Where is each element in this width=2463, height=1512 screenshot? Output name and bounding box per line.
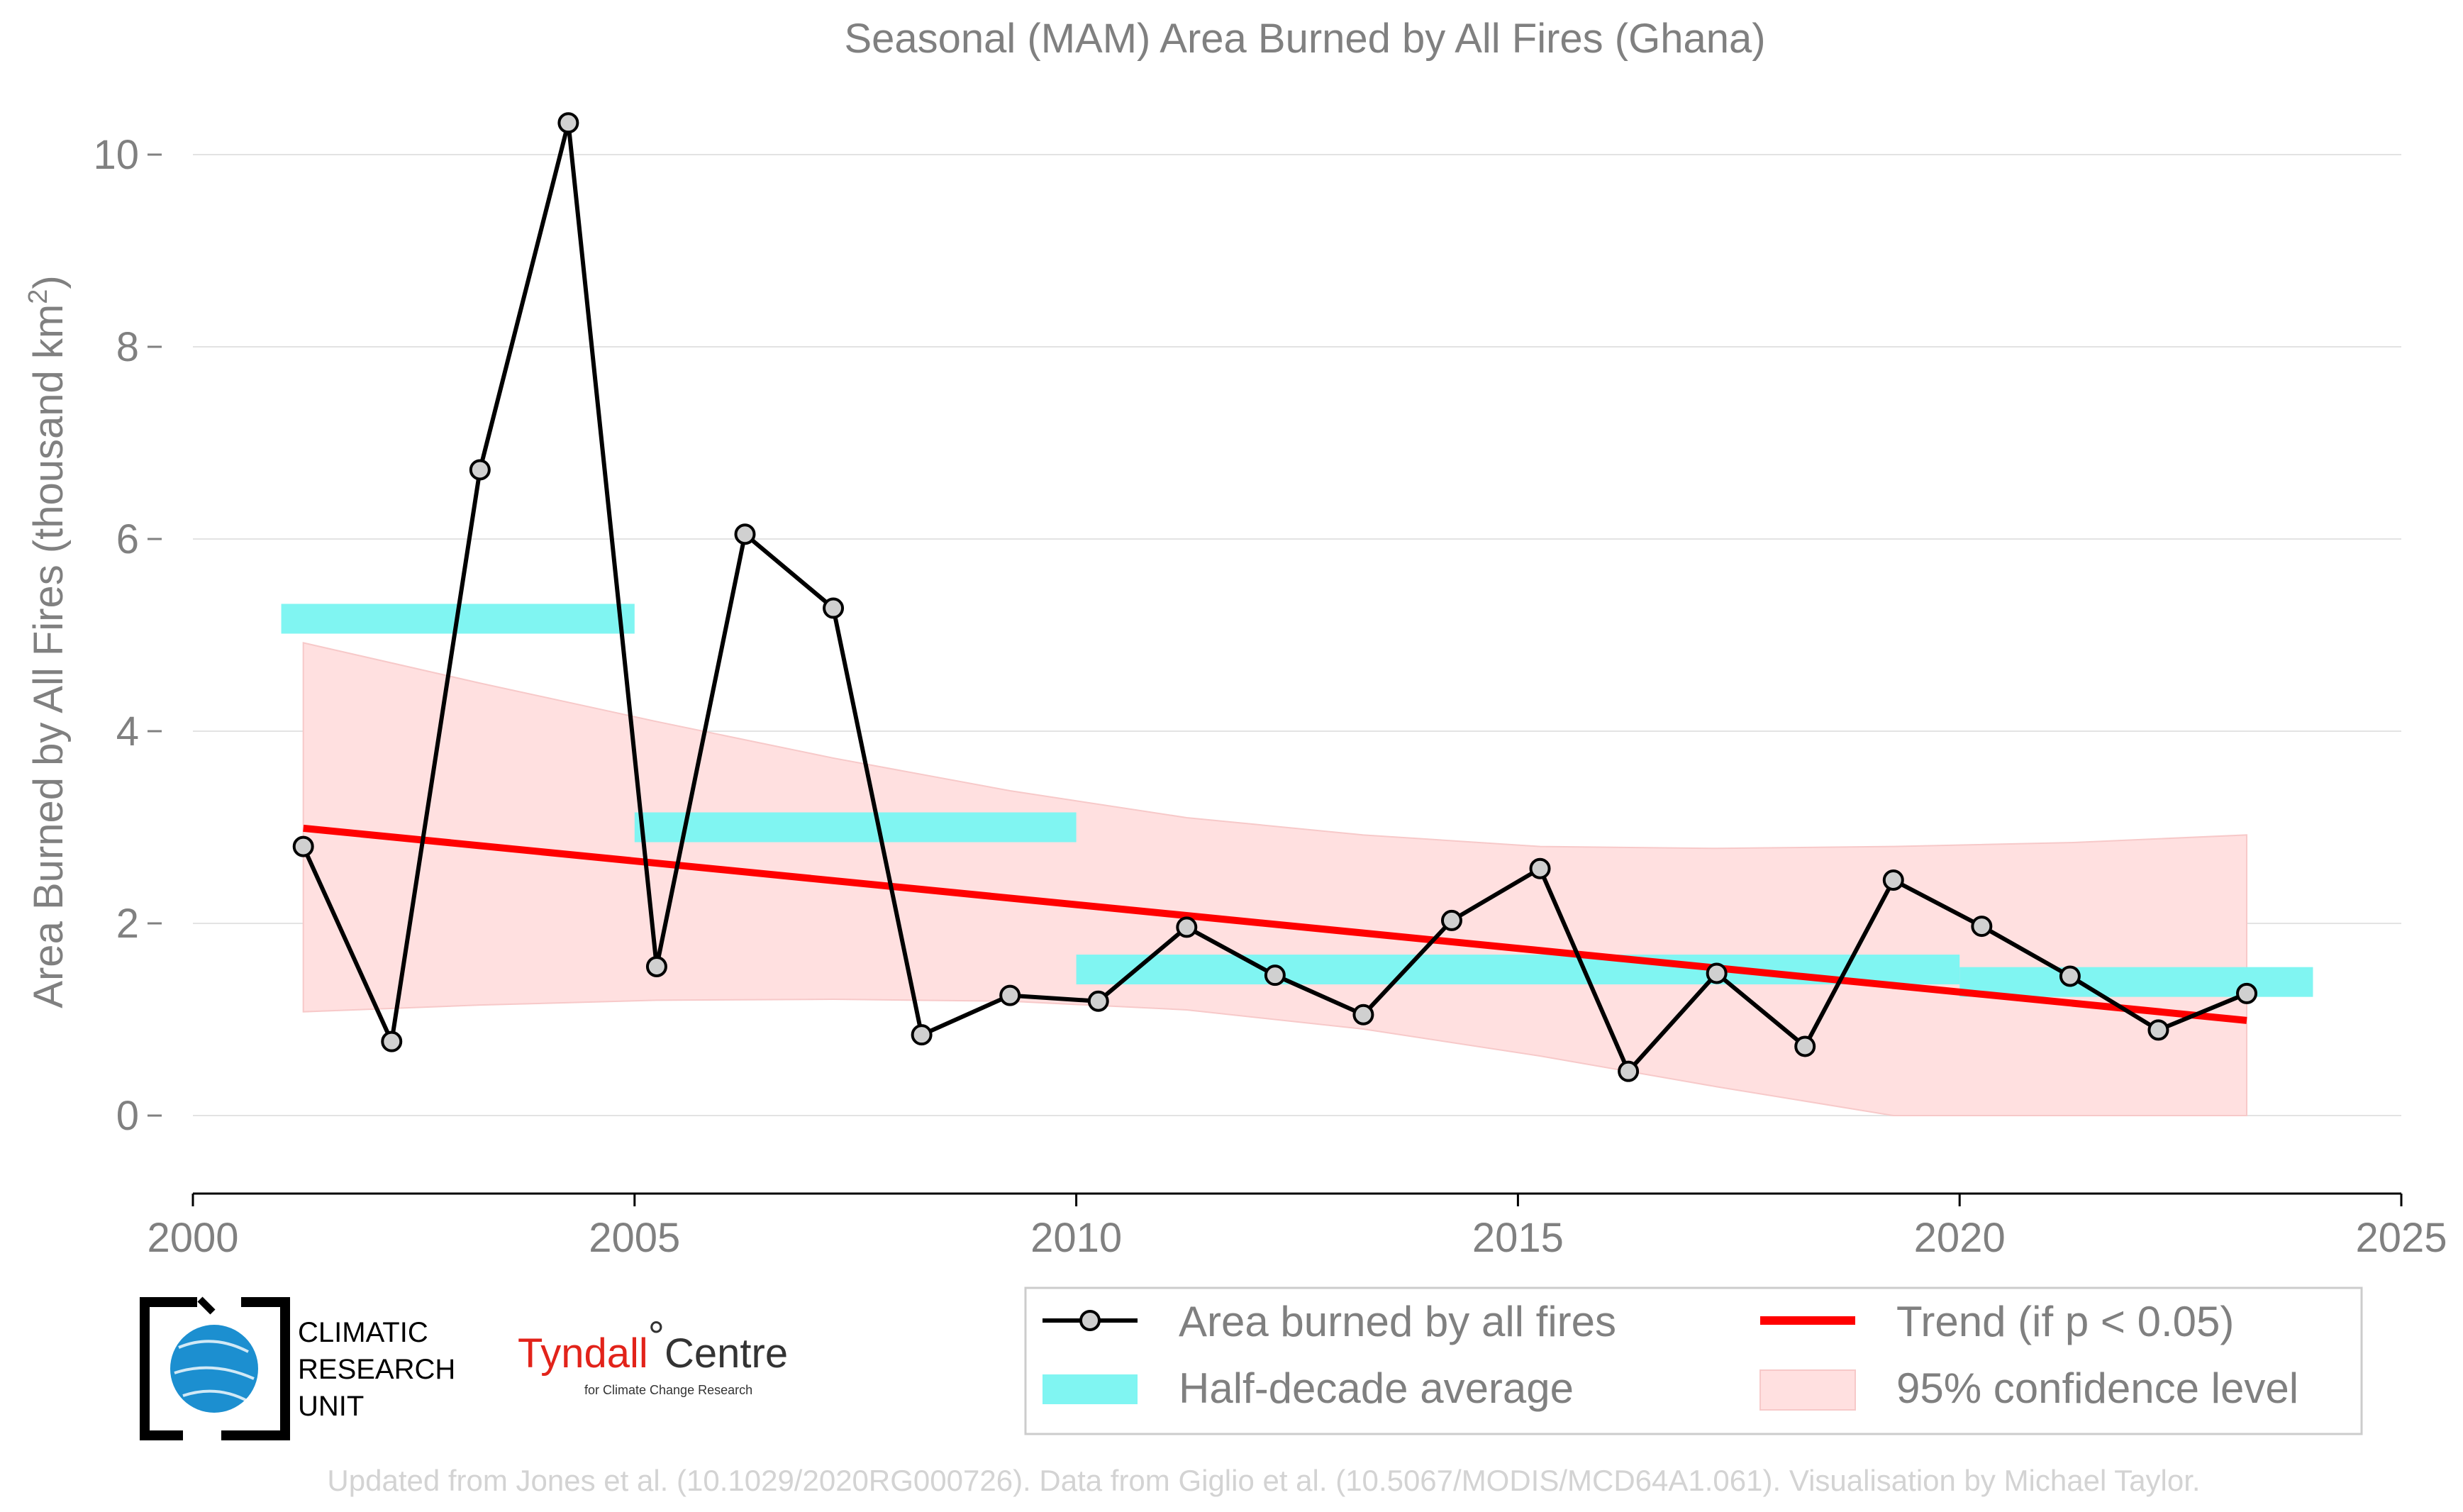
legend: Area burned by all fires Trend (if p < 0…	[1025, 1288, 2362, 1434]
tyndall-logo: Tyndall°Centre for Climate Change Resear…	[518, 1313, 788, 1397]
data-point-2009	[1001, 986, 1019, 1005]
cru-logo-slash	[200, 1299, 213, 1312]
half-decade-average-bar-2	[635, 813, 1077, 843]
y-axis-label: Area Burned by All Fires (thousand km2)	[23, 275, 72, 1008]
data-point-2020	[1972, 917, 1991, 935]
x-tick-label-2025: 2025	[2355, 1215, 2447, 1261]
tyndall-logo-name: Tyndall°Centre	[518, 1313, 788, 1377]
cru-logo: CLIMATIC RESEARCH UNIT	[145, 1299, 455, 1435]
data-point-2007	[824, 599, 843, 618]
data-point-2010	[1089, 992, 1108, 1011]
data-point-2023	[2237, 984, 2256, 1003]
data-point-2021	[2061, 967, 2079, 986]
data-point-2011	[1177, 918, 1196, 936]
tyndall-logo-subtitle: for Climate Change Research	[584, 1383, 752, 1397]
x-tick-label-2020: 2020	[1914, 1215, 2006, 1261]
data-point-2005	[647, 957, 666, 976]
data-point-2006	[736, 525, 755, 543]
chart-title: Seasonal (MAM) Area Burned by All Fires …	[844, 16, 1765, 62]
y-tick-label-8: 8	[116, 324, 139, 370]
y-tick-label-4: 4	[116, 708, 139, 755]
data-point-2001	[294, 838, 313, 856]
y-tick-label-2: 2	[116, 901, 139, 947]
legend-average-swatch	[1043, 1374, 1138, 1404]
cru-logo-line-3: UNIT	[298, 1391, 364, 1422]
credit-line: Updated from Jones et al. (10.1029/2020R…	[327, 1464, 2200, 1497]
x-tick-label-2005: 2005	[589, 1215, 680, 1261]
legend-label-average: Half-decade average	[1179, 1364, 1574, 1412]
y-tick-label-10: 10	[93, 132, 139, 178]
y-tick-label-6: 6	[116, 516, 139, 562]
data-point-2017	[1708, 964, 1726, 982]
x-tick-label-2010: 2010	[1030, 1215, 1122, 1261]
data-point-2019	[1884, 871, 1903, 889]
confidence-band	[304, 643, 2247, 1116]
data-point-2012	[1266, 966, 1284, 984]
data-point-2018	[1796, 1037, 1814, 1055]
data-point-2014	[1442, 911, 1461, 930]
data-point-2008	[913, 1025, 931, 1044]
data-point-2016	[1619, 1062, 1638, 1081]
x-axis: 2000 2005 2010 2015 2020 2025	[147, 1194, 2447, 1261]
x-tick-label-2015: 2015	[1472, 1215, 1564, 1261]
cru-logo-line-2: RESEARCH	[298, 1354, 455, 1385]
y-tick-label-0: 0	[116, 1093, 139, 1139]
data-point-2022	[2149, 1021, 2167, 1039]
legend-confidence-swatch	[1760, 1370, 1855, 1410]
legend-label-trend: Trend (if p < 0.05)	[1896, 1298, 2234, 1345]
data-point-2003	[471, 460, 489, 479]
cru-logo-line-1: CLIMATIC	[298, 1317, 428, 1348]
legend-label-series: Area burned by all fires	[1179, 1298, 1616, 1345]
data-point-2004	[559, 113, 577, 132]
half-decade-average-bar-4	[1959, 967, 2313, 997]
confidence-band-layer	[304, 643, 2247, 1116]
y-axis-ticks: 0 2 4 6 8 10	[93, 132, 162, 1139]
x-tick-label-2000: 2000	[147, 1215, 238, 1261]
data-point-2002	[382, 1033, 401, 1051]
data-point-2013	[1354, 1006, 1372, 1024]
data-point-2015	[1531, 860, 1550, 878]
legend-marker-swatch	[1081, 1311, 1099, 1330]
legend-label-confidence: 95% confidence level	[1896, 1364, 2298, 1412]
